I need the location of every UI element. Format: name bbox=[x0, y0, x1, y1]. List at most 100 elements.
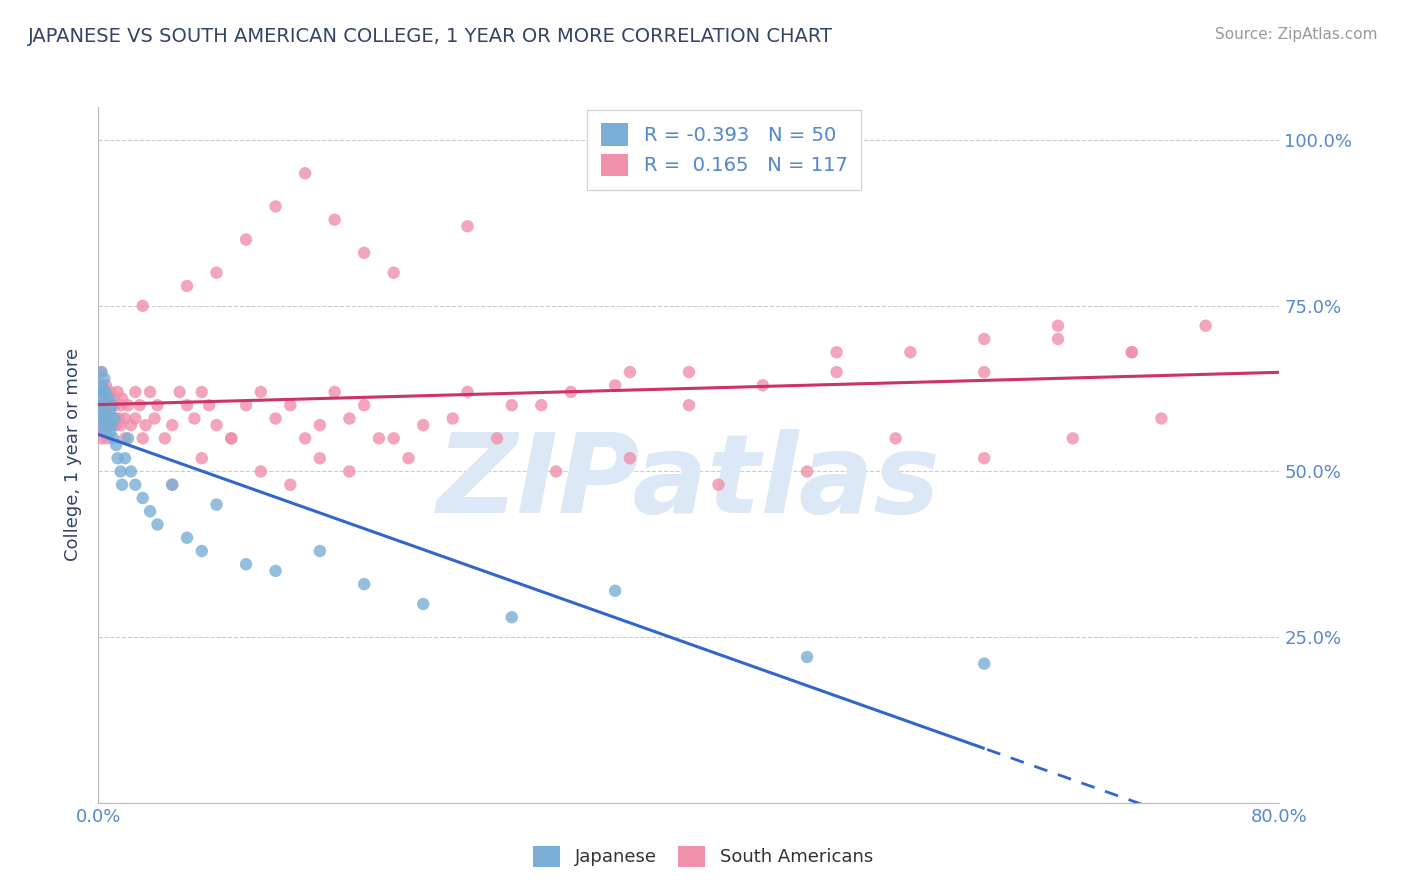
Point bbox=[104, 411, 127, 425]
Point bbox=[339, 465, 360, 479]
Point bbox=[1046, 332, 1069, 346]
Point bbox=[1195, 318, 1218, 333]
Point bbox=[339, 411, 360, 425]
Point bbox=[501, 398, 523, 412]
Point bbox=[97, 418, 120, 433]
Point bbox=[93, 398, 115, 412]
Point bbox=[456, 219, 478, 234]
Point bbox=[89, 384, 111, 399]
Point bbox=[89, 411, 111, 425]
Point bbox=[93, 372, 115, 386]
Point bbox=[235, 398, 257, 412]
Point bbox=[117, 398, 139, 412]
Y-axis label: College, 1 year or more: College, 1 year or more bbox=[65, 349, 83, 561]
Point bbox=[96, 431, 118, 445]
Point bbox=[796, 650, 818, 665]
Point bbox=[94, 398, 117, 412]
Point bbox=[139, 504, 162, 518]
Point bbox=[900, 345, 922, 359]
Point bbox=[110, 398, 132, 412]
Point bbox=[94, 425, 117, 439]
Point bbox=[96, 398, 118, 412]
Point bbox=[139, 384, 162, 399]
Point bbox=[278, 477, 302, 491]
Point bbox=[93, 384, 115, 399]
Point bbox=[1150, 411, 1173, 425]
Point bbox=[441, 411, 464, 425]
Point bbox=[382, 266, 405, 280]
Point bbox=[93, 405, 115, 419]
Point bbox=[169, 384, 191, 399]
Point bbox=[382, 431, 405, 445]
Point bbox=[530, 398, 553, 412]
Point bbox=[619, 451, 641, 466]
Point bbox=[309, 451, 332, 466]
Point bbox=[353, 245, 375, 260]
Point bbox=[89, 384, 111, 399]
Point bbox=[250, 465, 273, 479]
Point bbox=[124, 384, 146, 399]
Point bbox=[105, 418, 128, 433]
Point bbox=[111, 477, 134, 491]
Point bbox=[128, 398, 150, 412]
Point bbox=[103, 411, 125, 425]
Point bbox=[198, 398, 221, 412]
Point bbox=[309, 418, 332, 433]
Point bbox=[825, 365, 848, 379]
Point bbox=[93, 418, 115, 433]
Point bbox=[90, 365, 112, 379]
Point bbox=[103, 431, 125, 445]
Point bbox=[1046, 318, 1069, 333]
Point bbox=[91, 411, 114, 425]
Point bbox=[678, 398, 700, 412]
Point bbox=[368, 431, 391, 445]
Point bbox=[94, 378, 117, 392]
Point bbox=[132, 431, 155, 445]
Point bbox=[309, 544, 332, 558]
Point bbox=[973, 365, 995, 379]
Point bbox=[1121, 345, 1143, 359]
Point bbox=[114, 431, 136, 445]
Point bbox=[124, 477, 146, 491]
Point bbox=[205, 418, 228, 433]
Point bbox=[146, 398, 169, 412]
Point bbox=[1062, 431, 1084, 445]
Point bbox=[486, 431, 509, 445]
Point bbox=[153, 431, 176, 445]
Point bbox=[120, 418, 142, 433]
Point bbox=[456, 384, 478, 399]
Point bbox=[605, 378, 627, 392]
Point bbox=[973, 451, 995, 466]
Point bbox=[412, 597, 434, 611]
Point bbox=[94, 405, 117, 419]
Point bbox=[264, 564, 287, 578]
Point bbox=[353, 398, 375, 412]
Point bbox=[884, 431, 907, 445]
Point bbox=[205, 498, 228, 512]
Point bbox=[605, 583, 627, 598]
Point bbox=[90, 398, 112, 412]
Point bbox=[560, 384, 582, 399]
Point bbox=[91, 411, 114, 425]
Point bbox=[205, 266, 228, 280]
Point bbox=[107, 451, 129, 466]
Point bbox=[619, 365, 641, 379]
Point bbox=[94, 418, 117, 433]
Point bbox=[111, 392, 134, 406]
Point bbox=[97, 392, 120, 406]
Point bbox=[219, 431, 242, 445]
Point bbox=[294, 431, 316, 445]
Point bbox=[90, 378, 112, 392]
Point bbox=[825, 345, 848, 359]
Point bbox=[132, 299, 155, 313]
Point bbox=[91, 384, 114, 399]
Point bbox=[107, 384, 129, 399]
Point bbox=[96, 392, 118, 406]
Point bbox=[235, 233, 257, 247]
Point bbox=[89, 425, 111, 439]
Point bbox=[162, 418, 183, 433]
Point bbox=[100, 418, 122, 433]
Point bbox=[110, 465, 132, 479]
Text: JAPANESE VS SOUTH AMERICAN COLLEGE, 1 YEAR OR MORE CORRELATION CHART: JAPANESE VS SOUTH AMERICAN COLLEGE, 1 YE… bbox=[28, 27, 834, 45]
Point bbox=[264, 199, 287, 213]
